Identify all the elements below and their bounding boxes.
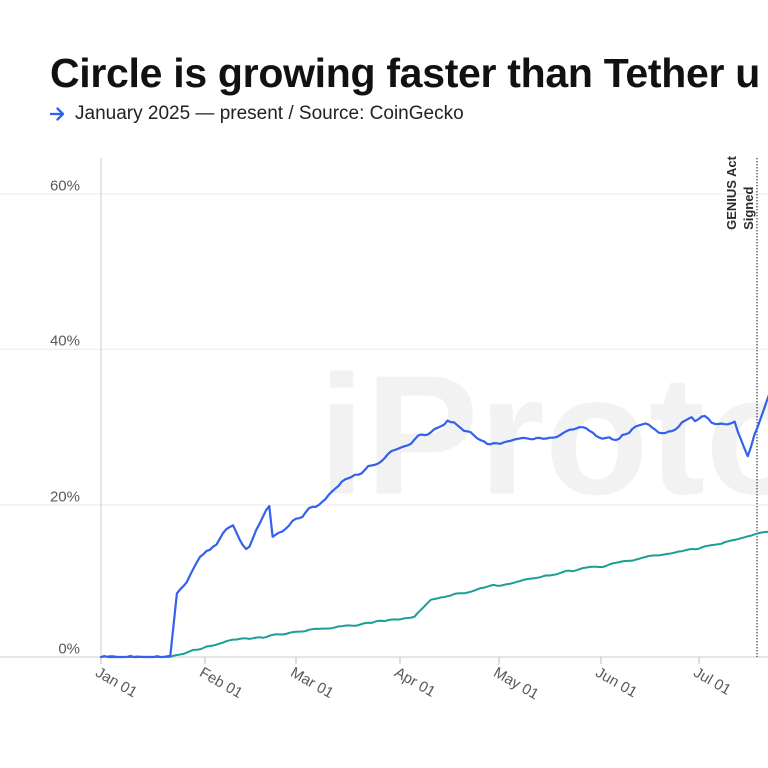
svg-text:iProtocol: iProtocol (318, 341, 768, 531)
